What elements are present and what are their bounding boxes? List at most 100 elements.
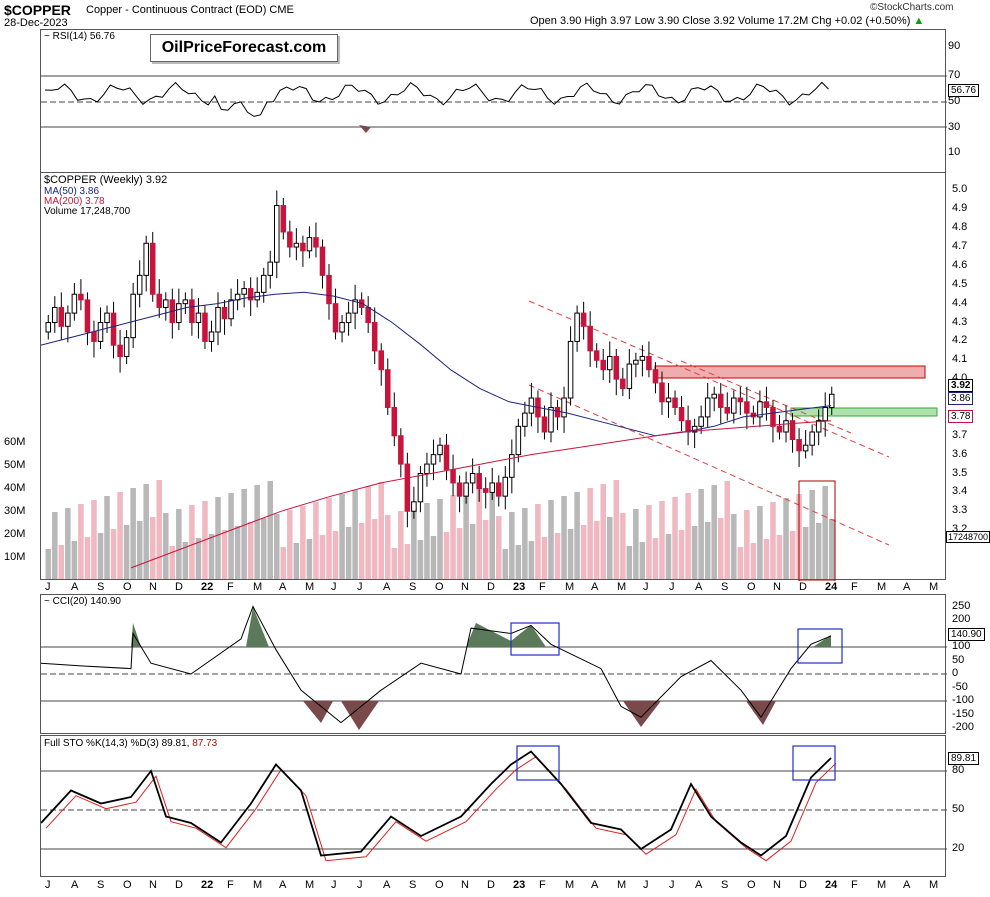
candle-body: [104, 312, 110, 324]
volume-bar: [737, 547, 744, 579]
month-label: J: [669, 879, 675, 891]
month-label: A: [903, 581, 911, 593]
channel-lower-line: [528, 384, 890, 546]
month-label: M: [253, 879, 263, 891]
candle-body: [437, 444, 443, 456]
cci-tick: 0: [952, 667, 959, 679]
volume-bar: [78, 504, 84, 579]
volume-tick: 60M: [4, 436, 26, 448]
candle-body: [84, 299, 91, 333]
candle-body: [744, 401, 750, 414]
month-label: N: [773, 581, 781, 593]
volume-bar: [130, 488, 136, 579]
credit: ©StockCharts.com: [870, 2, 954, 13]
volume-bar: [744, 510, 750, 579]
sto-tick: 50: [952, 803, 965, 815]
volume-bar: [84, 537, 91, 579]
candle-body: [659, 382, 665, 403]
month-label: J: [331, 879, 337, 891]
month-label: F: [227, 581, 234, 593]
candle-body: [815, 420, 822, 433]
volume-bar: [430, 536, 437, 579]
candle-body: [339, 322, 345, 333]
volume-bar: [313, 502, 319, 579]
candle-body: [796, 439, 802, 452]
month-label: A: [383, 879, 391, 891]
candle-body: [554, 406, 561, 418]
candle-body: [260, 274, 267, 293]
ma200-tag: 3.78: [948, 410, 974, 423]
month-label: N: [149, 879, 157, 891]
candle-body: [97, 322, 104, 342]
month-label: F: [539, 581, 546, 593]
month-label: 24: [825, 879, 838, 891]
cci-fill: [341, 701, 379, 730]
volume-bar: [241, 489, 247, 579]
volume-bar: [704, 522, 711, 579]
candle-body: [189, 299, 195, 324]
volume-bar: [345, 527, 352, 579]
volume-bar: [417, 540, 424, 579]
cci-fill: [131, 623, 141, 647]
price-tick: 4.8: [952, 221, 968, 234]
ma50-tag: 3.86: [948, 392, 974, 405]
month-label: 23: [513, 581, 526, 593]
volume-bar: [287, 510, 293, 579]
candle-body: [509, 454, 515, 478]
volume-bar: [541, 537, 548, 579]
sto-k-line: [40, 750, 832, 857]
volume-bar: [482, 520, 489, 579]
candle-body: [548, 406, 554, 433]
cci-tick: -50: [952, 680, 968, 693]
candle-body: [287, 231, 293, 248]
cci-fill: [303, 701, 333, 723]
volume-tick: 30M: [4, 505, 26, 517]
volume-bar: [385, 515, 391, 579]
volume-bar: [476, 487, 482, 579]
candle-body: [828, 393, 835, 408]
volume-bar: [234, 526, 241, 579]
month-label: N: [461, 581, 469, 593]
volume-bar: [404, 544, 411, 579]
candle-body: [136, 274, 143, 295]
cci-fill: [466, 623, 546, 647]
volume-bar: [580, 525, 587, 579]
volume-bar: [502, 549, 509, 579]
volume-tick: 40M: [4, 482, 26, 494]
volume-legend: Volume 17,248,700: [44, 206, 131, 217]
volume-bar: [639, 542, 646, 579]
volume-bar: [45, 549, 52, 579]
candle-body: [482, 488, 489, 493]
month-label: N: [149, 581, 157, 593]
volume-bar: [71, 541, 78, 579]
candle-body: [306, 237, 313, 252]
volume-bar: [274, 514, 280, 579]
candle-body: [274, 205, 280, 263]
volume-bar: [143, 484, 149, 579]
price-tick: 3.6: [952, 447, 968, 460]
candle-body: [371, 322, 378, 352]
volume-bar: [528, 541, 535, 579]
cci-tick: -200: [952, 721, 975, 733]
month-label: J: [643, 879, 649, 891]
price-svg: [40, 190, 938, 582]
cci-fills: [131, 607, 831, 730]
candle-body: [352, 299, 358, 314]
month-label: D: [799, 581, 807, 593]
volume-bar: [783, 498, 789, 579]
candle-body: [404, 463, 411, 512]
cci-fill: [746, 701, 776, 725]
candle-body: [130, 293, 136, 339]
rsi-oversold-fill: [359, 125, 371, 133]
candle-body: [672, 397, 678, 408]
candle-body: [378, 350, 385, 371]
volume-bar: [163, 513, 169, 579]
month-label: 24: [825, 581, 838, 593]
candle-body: [417, 473, 424, 503]
candle-body: [698, 416, 704, 427]
candle-body: [757, 401, 763, 418]
candle-body: [45, 322, 52, 333]
sto-legend: Full STO %K(14,3) %D(3) 89.81, 87.73: [44, 738, 218, 749]
candle-body: [541, 416, 548, 433]
candle-body: [646, 356, 652, 371]
